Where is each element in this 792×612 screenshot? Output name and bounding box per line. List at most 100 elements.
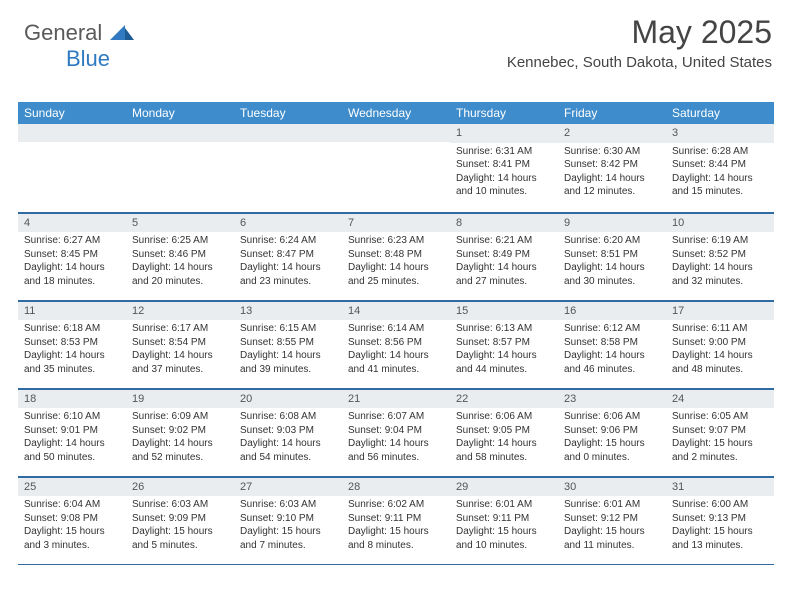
day-details: Sunrise: 6:04 AMSunset: 9:08 PMDaylight:… <box>18 496 126 556</box>
col-header: Monday <box>126 102 234 124</box>
day-number-empty <box>18 124 126 142</box>
calendar-row: 4Sunrise: 6:27 AMSunset: 8:45 PMDaylight… <box>18 212 774 300</box>
day-details: Sunrise: 6:09 AMSunset: 9:02 PMDaylight:… <box>126 408 234 468</box>
col-header: Wednesday <box>342 102 450 124</box>
calendar-cell-empty <box>126 124 234 212</box>
col-header: Thursday <box>450 102 558 124</box>
day-number: 11 <box>18 301 126 321</box>
day-details: Sunrise: 6:21 AMSunset: 8:49 PMDaylight:… <box>450 232 558 292</box>
calendar-cell: 12Sunrise: 6:17 AMSunset: 8:54 PMDayligh… <box>126 300 234 388</box>
day-details: Sunrise: 6:03 AMSunset: 9:09 PMDaylight:… <box>126 496 234 556</box>
day-number: 1 <box>450 124 558 143</box>
day-details: Sunrise: 6:15 AMSunset: 8:55 PMDaylight:… <box>234 320 342 380</box>
day-details: Sunrise: 6:00 AMSunset: 9:13 PMDaylight:… <box>666 496 774 556</box>
day-number: 7 <box>342 213 450 233</box>
logo: General Blue <box>24 20 134 72</box>
calendar-body: 1Sunrise: 6:31 AMSunset: 8:41 PMDaylight… <box>18 124 774 564</box>
day-details: Sunrise: 6:13 AMSunset: 8:57 PMDaylight:… <box>450 320 558 380</box>
day-number: 5 <box>126 213 234 233</box>
col-header: Saturday <box>666 102 774 124</box>
col-header: Friday <box>558 102 666 124</box>
col-header: Tuesday <box>234 102 342 124</box>
day-details: Sunrise: 6:07 AMSunset: 9:04 PMDaylight:… <box>342 408 450 468</box>
day-details: Sunrise: 6:20 AMSunset: 8:51 PMDaylight:… <box>558 232 666 292</box>
day-number: 25 <box>18 477 126 497</box>
day-number: 9 <box>558 213 666 233</box>
day-details: Sunrise: 6:28 AMSunset: 8:44 PMDaylight:… <box>666 143 774 203</box>
calendar-cell: 29Sunrise: 6:01 AMSunset: 9:11 PMDayligh… <box>450 476 558 564</box>
calendar-cell: 5Sunrise: 6:25 AMSunset: 8:46 PMDaylight… <box>126 212 234 300</box>
calendar-cell: 7Sunrise: 6:23 AMSunset: 8:48 PMDaylight… <box>342 212 450 300</box>
day-number: 31 <box>666 477 774 497</box>
calendar-cell: 14Sunrise: 6:14 AMSunset: 8:56 PMDayligh… <box>342 300 450 388</box>
day-number: 13 <box>234 301 342 321</box>
day-details: Sunrise: 6:06 AMSunset: 9:05 PMDaylight:… <box>450 408 558 468</box>
calendar-cell: 13Sunrise: 6:15 AMSunset: 8:55 PMDayligh… <box>234 300 342 388</box>
calendar-row: 25Sunrise: 6:04 AMSunset: 9:08 PMDayligh… <box>18 476 774 564</box>
calendar-cell: 22Sunrise: 6:06 AMSunset: 9:05 PMDayligh… <box>450 388 558 476</box>
day-number: 21 <box>342 389 450 409</box>
logo-triangle-icon <box>110 20 134 46</box>
calendar-cell: 28Sunrise: 6:02 AMSunset: 9:11 PMDayligh… <box>342 476 450 564</box>
calendar-cell-empty <box>18 124 126 212</box>
day-details: Sunrise: 6:01 AMSunset: 9:11 PMDaylight:… <box>450 496 558 556</box>
calendar-cell: 19Sunrise: 6:09 AMSunset: 9:02 PMDayligh… <box>126 388 234 476</box>
day-details: Sunrise: 6:23 AMSunset: 8:48 PMDaylight:… <box>342 232 450 292</box>
day-number: 27 <box>234 477 342 497</box>
page-title: May 2025 <box>631 14 772 51</box>
day-number: 4 <box>18 213 126 233</box>
header: General Blue May 2025 Kennebec, South Da… <box>0 0 792 72</box>
calendar-cell: 31Sunrise: 6:00 AMSunset: 9:13 PMDayligh… <box>666 476 774 564</box>
calendar-row: 11Sunrise: 6:18 AMSunset: 8:53 PMDayligh… <box>18 300 774 388</box>
day-number: 10 <box>666 213 774 233</box>
calendar-cell: 26Sunrise: 6:03 AMSunset: 9:09 PMDayligh… <box>126 476 234 564</box>
day-number: 16 <box>558 301 666 321</box>
day-number: 23 <box>558 389 666 409</box>
calendar-cell: 8Sunrise: 6:21 AMSunset: 8:49 PMDaylight… <box>450 212 558 300</box>
calendar-cell: 10Sunrise: 6:19 AMSunset: 8:52 PMDayligh… <box>666 212 774 300</box>
day-number: 19 <box>126 389 234 409</box>
day-number: 24 <box>666 389 774 409</box>
calendar-table: SundayMondayTuesdayWednesdayThursdayFrid… <box>18 102 774 565</box>
calendar-cell: 1Sunrise: 6:31 AMSunset: 8:41 PMDaylight… <box>450 124 558 212</box>
day-number: 20 <box>234 389 342 409</box>
day-details: Sunrise: 6:24 AMSunset: 8:47 PMDaylight:… <box>234 232 342 292</box>
day-details: Sunrise: 6:10 AMSunset: 9:01 PMDaylight:… <box>18 408 126 468</box>
day-number: 3 <box>666 124 774 143</box>
calendar-cell: 11Sunrise: 6:18 AMSunset: 8:53 PMDayligh… <box>18 300 126 388</box>
calendar-cell: 27Sunrise: 6:03 AMSunset: 9:10 PMDayligh… <box>234 476 342 564</box>
day-number: 26 <box>126 477 234 497</box>
calendar-cell: 20Sunrise: 6:08 AMSunset: 9:03 PMDayligh… <box>234 388 342 476</box>
calendar-cell: 15Sunrise: 6:13 AMSunset: 8:57 PMDayligh… <box>450 300 558 388</box>
day-details: Sunrise: 6:01 AMSunset: 9:12 PMDaylight:… <box>558 496 666 556</box>
day-details: Sunrise: 6:14 AMSunset: 8:56 PMDaylight:… <box>342 320 450 380</box>
calendar-row: 1Sunrise: 6:31 AMSunset: 8:41 PMDaylight… <box>18 124 774 212</box>
logo-text-2: Blue <box>66 46 110 71</box>
day-details: Sunrise: 6:12 AMSunset: 8:58 PMDaylight:… <box>558 320 666 380</box>
day-details: Sunrise: 6:11 AMSunset: 9:00 PMDaylight:… <box>666 320 774 380</box>
col-header: Sunday <box>18 102 126 124</box>
calendar-head: SundayMondayTuesdayWednesdayThursdayFrid… <box>18 102 774 124</box>
day-details: Sunrise: 6:03 AMSunset: 9:10 PMDaylight:… <box>234 496 342 556</box>
day-number: 14 <box>342 301 450 321</box>
calendar-cell: 18Sunrise: 6:10 AMSunset: 9:01 PMDayligh… <box>18 388 126 476</box>
day-details: Sunrise: 6:17 AMSunset: 8:54 PMDaylight:… <box>126 320 234 380</box>
day-number: 22 <box>450 389 558 409</box>
page-subtitle: Kennebec, South Dakota, United States <box>507 54 772 71</box>
calendar-cell-empty <box>342 124 450 212</box>
calendar-cell: 16Sunrise: 6:12 AMSunset: 8:58 PMDayligh… <box>558 300 666 388</box>
day-number: 8 <box>450 213 558 233</box>
day-details: Sunrise: 6:02 AMSunset: 9:11 PMDaylight:… <box>342 496 450 556</box>
calendar-cell: 6Sunrise: 6:24 AMSunset: 8:47 PMDaylight… <box>234 212 342 300</box>
calendar-cell: 21Sunrise: 6:07 AMSunset: 9:04 PMDayligh… <box>342 388 450 476</box>
calendar-row: 18Sunrise: 6:10 AMSunset: 9:01 PMDayligh… <box>18 388 774 476</box>
day-details: Sunrise: 6:19 AMSunset: 8:52 PMDaylight:… <box>666 232 774 292</box>
day-number: 12 <box>126 301 234 321</box>
calendar-cell: 3Sunrise: 6:28 AMSunset: 8:44 PMDaylight… <box>666 124 774 212</box>
day-number-empty <box>234 124 342 142</box>
logo-text-1: General <box>24 20 102 45</box>
calendar-cell: 17Sunrise: 6:11 AMSunset: 9:00 PMDayligh… <box>666 300 774 388</box>
calendar-cell: 2Sunrise: 6:30 AMSunset: 8:42 PMDaylight… <box>558 124 666 212</box>
day-number: 2 <box>558 124 666 143</box>
calendar-cell: 23Sunrise: 6:06 AMSunset: 9:06 PMDayligh… <box>558 388 666 476</box>
